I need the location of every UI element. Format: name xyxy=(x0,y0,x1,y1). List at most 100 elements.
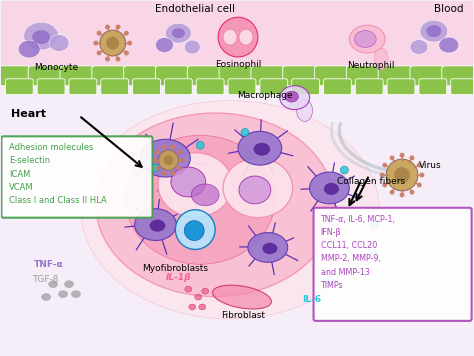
Text: TGF-β: TGF-β xyxy=(32,275,58,284)
FancyBboxPatch shape xyxy=(442,66,474,86)
Ellipse shape xyxy=(297,100,312,121)
FancyBboxPatch shape xyxy=(187,66,221,86)
Circle shape xyxy=(390,190,394,195)
Ellipse shape xyxy=(238,131,282,165)
Circle shape xyxy=(105,25,110,30)
FancyBboxPatch shape xyxy=(101,79,128,95)
Circle shape xyxy=(417,183,422,187)
FancyBboxPatch shape xyxy=(346,66,380,86)
Ellipse shape xyxy=(410,40,428,54)
FancyBboxPatch shape xyxy=(1,136,153,218)
Circle shape xyxy=(394,167,410,183)
Ellipse shape xyxy=(59,290,67,298)
Circle shape xyxy=(177,150,182,155)
Text: Virus: Virus xyxy=(419,161,442,169)
Ellipse shape xyxy=(64,281,73,288)
Circle shape xyxy=(380,173,384,178)
Ellipse shape xyxy=(202,288,209,294)
Ellipse shape xyxy=(427,25,441,37)
Ellipse shape xyxy=(49,281,57,288)
Text: Eosinophil: Eosinophil xyxy=(215,60,261,69)
Circle shape xyxy=(164,155,173,165)
Ellipse shape xyxy=(49,35,69,52)
FancyBboxPatch shape xyxy=(356,79,383,95)
Text: Neutrophil: Neutrophil xyxy=(347,61,395,70)
FancyBboxPatch shape xyxy=(164,79,192,95)
FancyBboxPatch shape xyxy=(5,79,33,95)
Text: Blood: Blood xyxy=(434,4,464,14)
FancyBboxPatch shape xyxy=(133,79,161,95)
Circle shape xyxy=(417,163,422,168)
FancyBboxPatch shape xyxy=(260,79,288,95)
Ellipse shape xyxy=(24,22,59,50)
Circle shape xyxy=(124,51,129,56)
Circle shape xyxy=(155,166,160,171)
Circle shape xyxy=(218,17,258,57)
Ellipse shape xyxy=(280,86,310,110)
Circle shape xyxy=(97,31,101,36)
Ellipse shape xyxy=(184,40,200,54)
Circle shape xyxy=(100,30,126,56)
Ellipse shape xyxy=(126,135,275,264)
Text: Collagen fibers: Collagen fibers xyxy=(337,178,406,187)
Ellipse shape xyxy=(155,38,173,52)
Ellipse shape xyxy=(32,30,50,44)
Circle shape xyxy=(155,150,160,155)
FancyBboxPatch shape xyxy=(419,79,447,95)
Circle shape xyxy=(410,190,414,195)
Ellipse shape xyxy=(239,176,271,204)
FancyBboxPatch shape xyxy=(219,66,253,86)
Text: TNF-α: TNF-α xyxy=(34,260,64,269)
Text: Heart: Heart xyxy=(11,109,46,119)
Text: TNF-α, IL-6, MCP-1,
IFN-β
CCL11, CCL20
MMP-2, MMP-9,
and MMP-13
TIMPs: TNF-α, IL-6, MCP-1, IFN-β CCL11, CCL20 M… xyxy=(320,215,395,290)
Ellipse shape xyxy=(439,37,459,53)
Ellipse shape xyxy=(72,290,81,298)
FancyBboxPatch shape xyxy=(313,208,472,321)
Ellipse shape xyxy=(189,304,196,310)
Circle shape xyxy=(170,145,175,150)
Ellipse shape xyxy=(171,167,206,197)
Ellipse shape xyxy=(158,153,233,217)
Ellipse shape xyxy=(172,28,185,38)
Ellipse shape xyxy=(135,209,176,241)
Ellipse shape xyxy=(223,158,292,218)
FancyBboxPatch shape xyxy=(37,79,65,95)
Ellipse shape xyxy=(239,29,253,45)
Circle shape xyxy=(370,250,378,258)
Ellipse shape xyxy=(96,113,335,297)
Circle shape xyxy=(116,25,120,30)
Ellipse shape xyxy=(420,20,448,42)
Circle shape xyxy=(383,163,387,168)
Text: IL-1β: IL-1β xyxy=(165,273,191,282)
Circle shape xyxy=(241,129,249,136)
FancyBboxPatch shape xyxy=(228,79,256,95)
Circle shape xyxy=(196,141,204,149)
Circle shape xyxy=(386,159,418,191)
Circle shape xyxy=(184,221,204,241)
Circle shape xyxy=(106,37,119,49)
Text: Monocyte: Monocyte xyxy=(34,63,78,72)
Ellipse shape xyxy=(158,152,177,166)
Ellipse shape xyxy=(81,101,379,319)
Ellipse shape xyxy=(18,40,40,58)
Circle shape xyxy=(410,155,414,160)
Circle shape xyxy=(170,171,175,176)
Ellipse shape xyxy=(285,91,299,102)
Circle shape xyxy=(152,164,159,172)
Circle shape xyxy=(93,41,98,46)
Ellipse shape xyxy=(141,139,190,177)
FancyBboxPatch shape xyxy=(315,66,348,86)
Ellipse shape xyxy=(248,232,288,262)
Ellipse shape xyxy=(149,220,165,232)
Circle shape xyxy=(340,166,348,174)
FancyBboxPatch shape xyxy=(92,66,126,86)
Ellipse shape xyxy=(191,184,219,206)
Circle shape xyxy=(400,192,404,197)
FancyBboxPatch shape xyxy=(283,66,317,86)
Ellipse shape xyxy=(223,29,237,45)
Circle shape xyxy=(400,153,404,158)
Ellipse shape xyxy=(262,243,277,254)
Ellipse shape xyxy=(212,285,272,309)
Bar xyxy=(1,1,473,79)
Circle shape xyxy=(105,57,110,62)
